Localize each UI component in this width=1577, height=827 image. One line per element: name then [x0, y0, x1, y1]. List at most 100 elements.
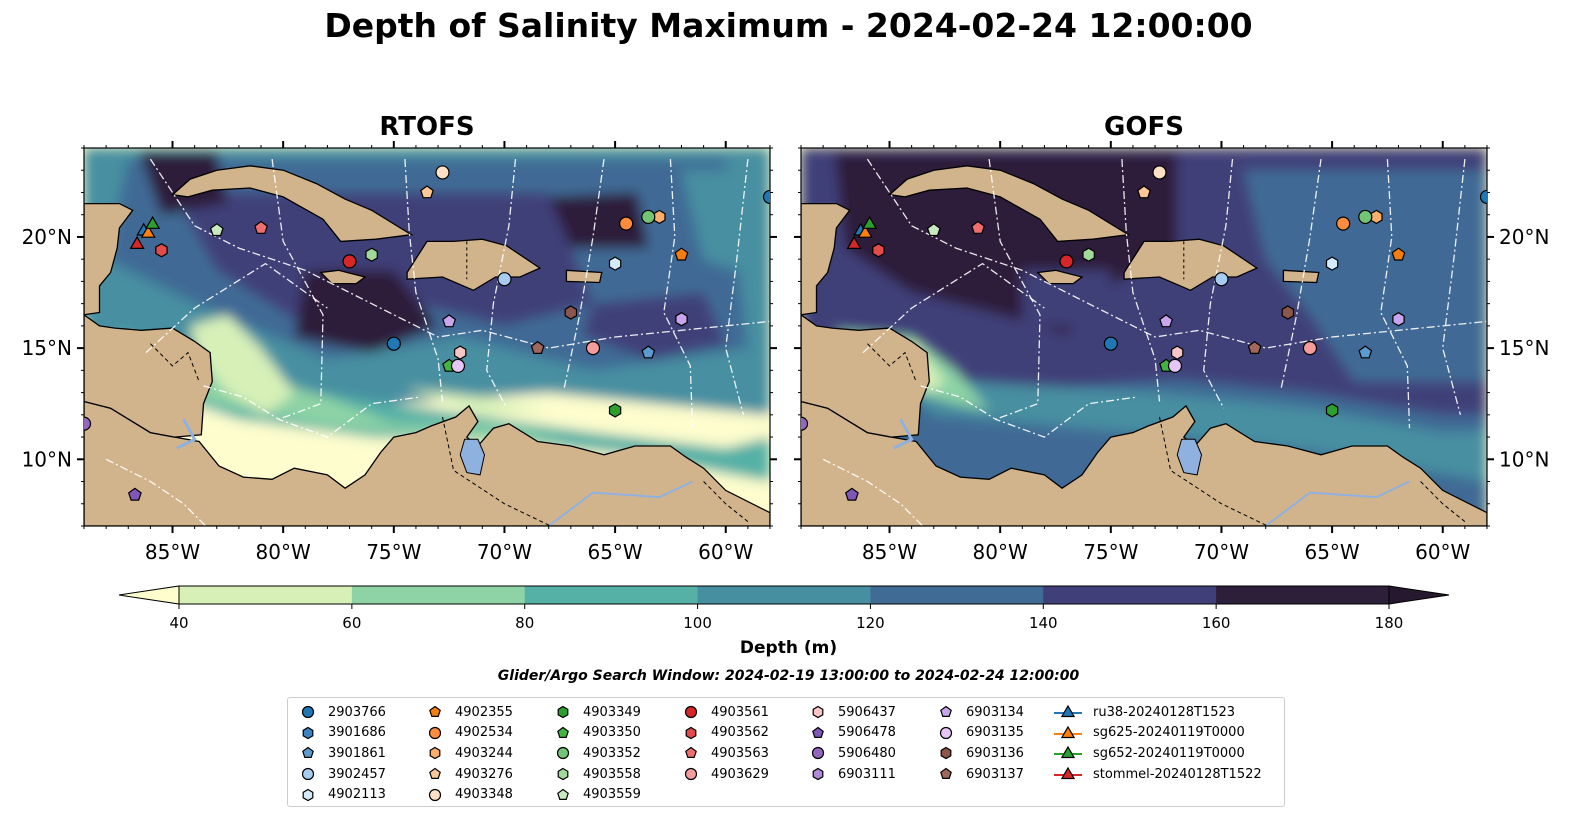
eez-boundary: [1203, 159, 1234, 409]
legend-marker-icon: [684, 706, 698, 719]
float-marker: [1214, 272, 1229, 287]
colorbar-tick-label: 100: [683, 614, 712, 632]
float-marker: [530, 340, 545, 354]
legend-column: 6903134 6903135 6903136 6903137: [936, 702, 1024, 784]
land-area: [801, 400, 1487, 526]
legend-label: 4903563: [711, 745, 769, 761]
legend-marker: [811, 747, 825, 760]
legend-label: 4902534: [455, 725, 513, 741]
legend-item: 4903629: [681, 764, 769, 785]
river: [1265, 480, 1410, 526]
legend-label: 6903111: [838, 766, 896, 782]
land-area: [1282, 269, 1320, 284]
legend-label: stommel-20240128T1522: [1093, 766, 1262, 782]
float-marker: [1358, 345, 1373, 359]
legend-label: 3901861: [328, 745, 386, 761]
legend-marker-icon: [939, 726, 953, 739]
legend-marker: [557, 726, 569, 738]
legend-marker: [428, 726, 442, 739]
float-marker: [497, 272, 512, 287]
legend-marker-icon: [429, 767, 441, 780]
eez-boundary: [145, 262, 328, 354]
legend-marker: [557, 788, 569, 800]
legend-marker: [939, 726, 953, 739]
map-frame: [800, 147, 1488, 527]
lake-nicaragua: [176, 418, 197, 450]
eez-boundary: [105, 458, 207, 526]
legend-marker-icon: [302, 747, 314, 759]
float-marker: [145, 215, 161, 229]
legend-marker-icon: [301, 767, 315, 781]
land-area: [1123, 238, 1259, 292]
float-marker: [450, 358, 466, 374]
river: [548, 480, 693, 526]
legend-label: ru38-20240128T1523: [1093, 704, 1236, 720]
float-marker: [1137, 185, 1151, 199]
colorbar-tick-label: 60: [342, 614, 361, 632]
eez-boundary: [1442, 159, 1466, 415]
float-marker: [1059, 254, 1074, 269]
legend-item: 5906480: [808, 743, 896, 764]
float-marker: [1336, 216, 1351, 231]
land-area: [84, 202, 134, 316]
legend-item: 4902534: [425, 723, 513, 744]
float-marker: [1152, 165, 1167, 180]
float-marker: [1391, 247, 1406, 261]
legend-item: stommel-20240128T1522: [1053, 764, 1262, 785]
panel-title-rtofs: RTOFS: [379, 112, 475, 142]
legend-marker: [429, 706, 441, 718]
figure-title: Depth of Salinity Maximum - 2024-02-24 1…: [324, 6, 1253, 45]
eez-boundary: [1380, 159, 1411, 429]
legend-marker: [557, 706, 569, 719]
legend-item: ru38-20240128T1523: [1053, 702, 1262, 723]
legend-marker: [685, 747, 697, 759]
float-marker: [442, 314, 457, 328]
country-border: [703, 481, 749, 522]
legend-marker: [302, 726, 314, 740]
legend-label: sg625-20240119T0000: [1093, 725, 1245, 741]
legend-item: 3901686: [298, 723, 386, 744]
country-border: [442, 416, 552, 526]
map-frame: [83, 147, 771, 527]
legend-marker-icon: [811, 747, 825, 760]
lat-tick-label: 15°N: [22, 336, 72, 360]
colorbar-extend-low: [118, 585, 180, 605]
float-marker: [1358, 209, 1373, 225]
legend-label: 6903136: [966, 745, 1024, 761]
float-marker: [1370, 209, 1383, 225]
land-area: [801, 202, 851, 316]
legend-item: 4903349: [553, 702, 641, 723]
colorbar-segment: [351, 586, 526, 604]
land-area: [888, 165, 1131, 243]
float-marker: [1281, 305, 1295, 320]
legend-column: 4903349 4903350 4903352 4903558 4903559: [553, 702, 641, 805]
float-marker: [420, 185, 434, 199]
legend-marker: [684, 706, 698, 719]
legend-marker: [557, 767, 569, 781]
legend-marker-icon: [302, 726, 314, 740]
colorbar-segment: [870, 586, 1044, 604]
legend-marker: [556, 747, 570, 760]
legend-item: 6903111: [808, 764, 896, 785]
country-border: [1159, 416, 1269, 526]
legend-marker-icon: [557, 788, 569, 800]
legend-marker: [685, 726, 697, 740]
float-marker: [674, 247, 689, 261]
legend-marker-icon: [557, 706, 569, 719]
legend-label: 5906437: [838, 704, 896, 720]
land-area: [565, 269, 603, 284]
eez-boundary: [203, 385, 421, 438]
legend-item: 4903559: [553, 784, 641, 805]
float-marker: [1103, 336, 1118, 351]
legend-marker-icon: [301, 706, 315, 719]
legend-item: 2903766: [298, 702, 386, 723]
eez-boundary: [271, 159, 324, 420]
legend-label: 4902113: [328, 787, 386, 803]
legend-marker-icon: [302, 788, 314, 801]
float-marker: [801, 416, 809, 431]
float-marker: [564, 305, 578, 320]
legend-marker: [301, 767, 315, 781]
legend-marker-icon: [1054, 705, 1082, 718]
lon-tick-label: 85°W: [862, 540, 917, 564]
